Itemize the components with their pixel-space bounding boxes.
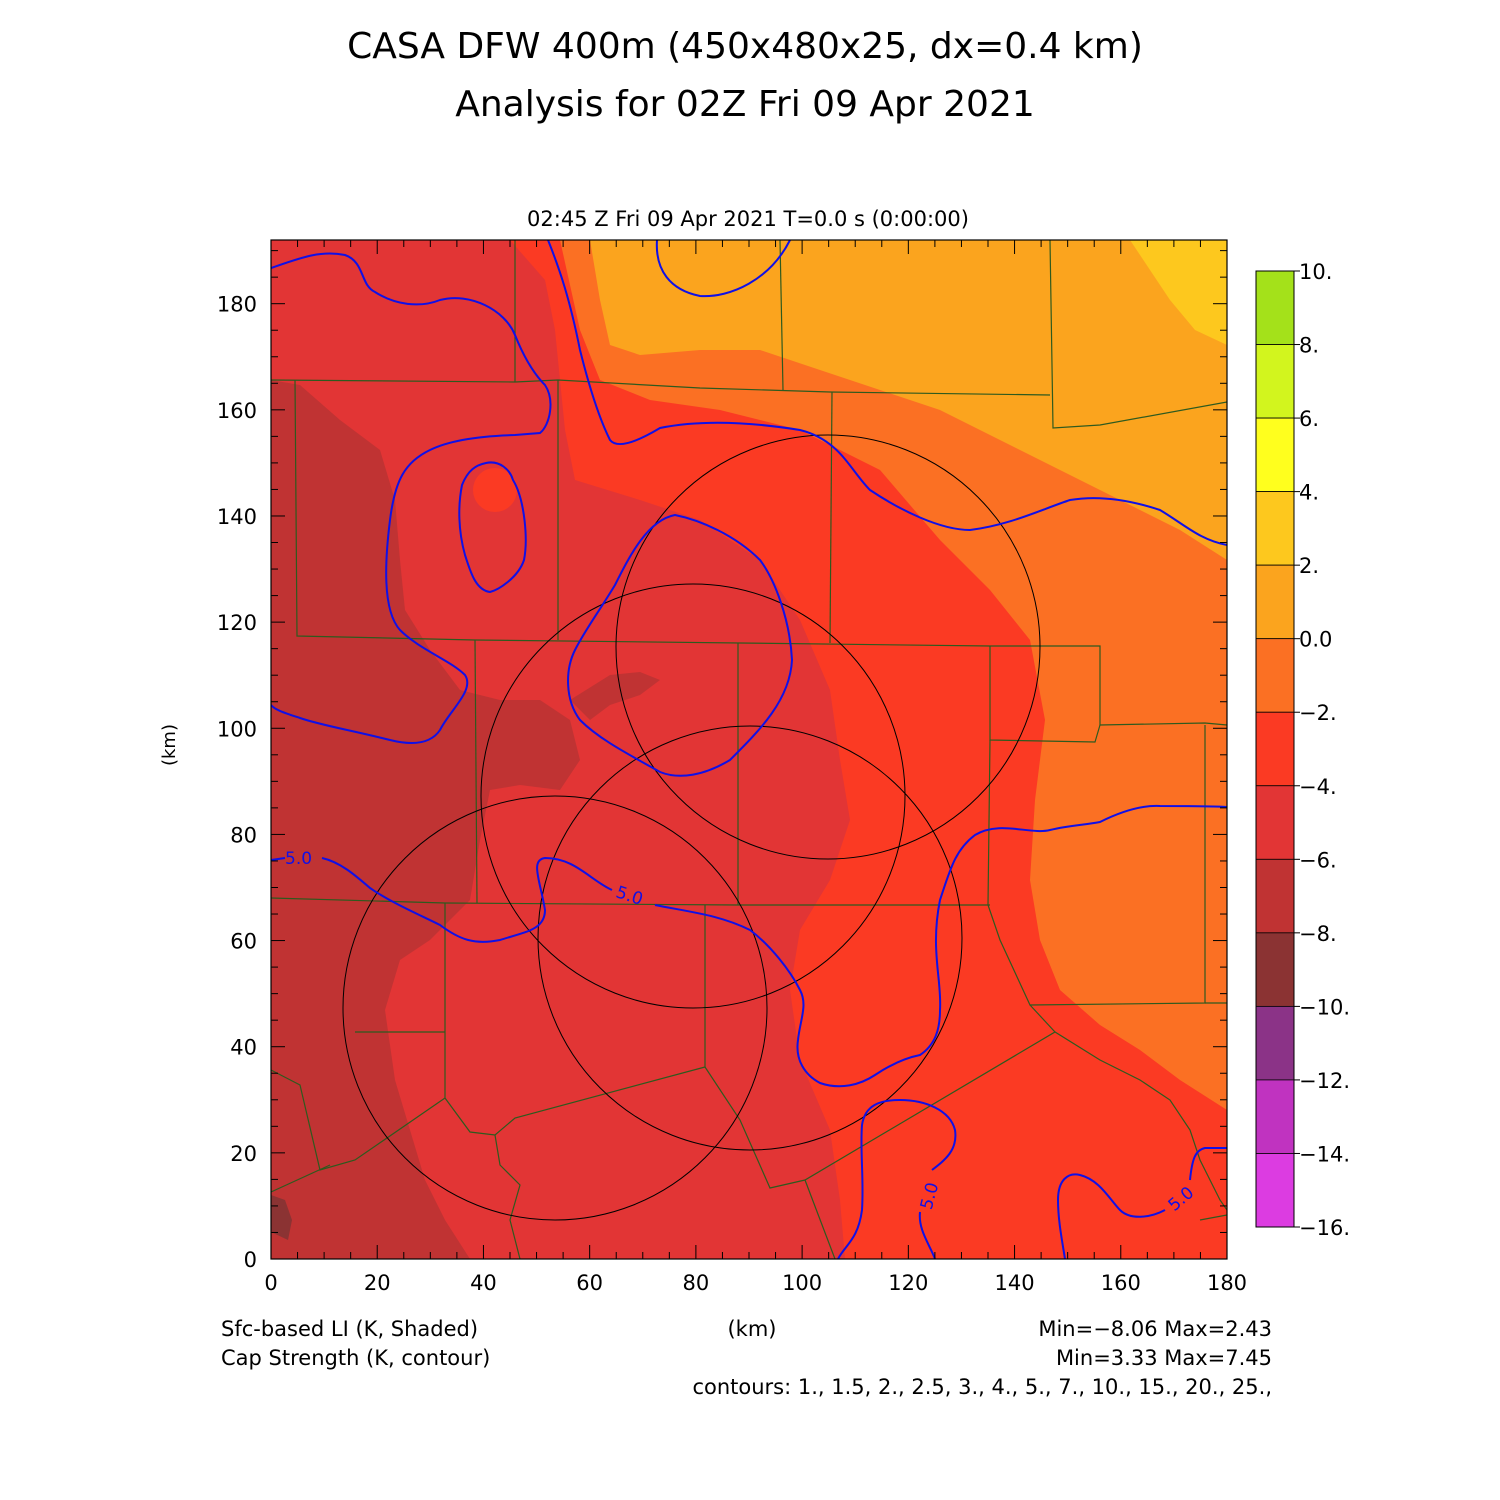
colorbar-label: −2. bbox=[1299, 701, 1337, 725]
y-tick-label: 20 bbox=[230, 1142, 257, 1166]
contour-line-4 bbox=[458, 461, 527, 594]
colorbar-bin bbox=[1255, 1079, 1295, 1154]
y-tick-label: 40 bbox=[230, 1036, 257, 1060]
colorbar-bin bbox=[1255, 491, 1295, 566]
x-tick-label: 80 bbox=[683, 1271, 710, 1295]
colorbar-bin bbox=[1255, 858, 1295, 934]
x-tick-label: 0 bbox=[264, 1271, 277, 1295]
colorbar-label: −16. bbox=[1299, 1216, 1350, 1240]
radar-range-rings bbox=[342, 434, 1041, 1221]
contour-line-8 bbox=[1056, 1147, 1227, 1259]
colorbar-bin bbox=[1255, 785, 1295, 860]
colorbar-frame bbox=[1255, 270, 1295, 1228]
county-boundaries bbox=[271, 240, 1227, 1259]
colorbar-label: −10. bbox=[1299, 995, 1350, 1019]
colorbar-bin bbox=[1255, 1153, 1295, 1228]
y-tick-label: 120 bbox=[217, 611, 257, 635]
contour-line-7 bbox=[837, 1098, 957, 1259]
colorbar-bin bbox=[1255, 564, 1295, 640]
colorbar-label: −12. bbox=[1299, 1069, 1350, 1093]
colorbar-label: 2. bbox=[1299, 554, 1319, 578]
shade-region-4-to-6 bbox=[1130, 240, 1227, 345]
contour-field-stats: Min=3.33 Max=7.45 bbox=[1056, 1346, 1272, 1370]
x-tick-label: 100 bbox=[782, 1271, 822, 1295]
shade-region-neg6-to-neg8-patch bbox=[570, 672, 660, 720]
shade-region-neg6-to-neg8 bbox=[271, 380, 580, 1259]
y-tick-label: 0 bbox=[244, 1248, 257, 1272]
figure-title-line2: Analysis for 02Z Fri 09 Apr 2021 bbox=[455, 84, 1035, 125]
colorbar-bin bbox=[1255, 1005, 1295, 1081]
x-tick-label: 160 bbox=[1101, 1271, 1141, 1295]
y-tick-label: 180 bbox=[217, 293, 257, 317]
y-tick-label: 160 bbox=[217, 399, 257, 423]
colorbar-label: 8. bbox=[1299, 334, 1319, 358]
y-tick-label: 60 bbox=[230, 930, 257, 954]
contour-line-3 bbox=[547, 240, 1227, 546]
colorbar-bin bbox=[1255, 638, 1295, 713]
colorbar-label: 10. bbox=[1299, 260, 1332, 284]
x-tick-label: 140 bbox=[995, 1271, 1035, 1295]
radar-ring-4 bbox=[342, 795, 768, 1221]
y-axis-label: (km) bbox=[159, 724, 180, 766]
cap-strength-contours bbox=[271, 240, 1227, 1259]
shaded-field-label: Sfc-based LI (K, Shaded) bbox=[221, 1317, 478, 1341]
valid-time-label: 02:45 Z Fri 09 Apr 2021 T=0.0 s (0:00:00… bbox=[527, 207, 969, 231]
contour-line-1 bbox=[655, 240, 791, 298]
figure-title-line1: CASA DFW 400m (450x480x25, dx=0.4 km) bbox=[347, 26, 1143, 67]
x-axis-tick-labels: 0 20 40 60 80 100 120 140 160 180 bbox=[264, 1271, 1247, 1295]
colorbar: 10. 8. 6. 4. 2. 0.0 −2. −4. −6. −8. −10. −12. −14. −1… bbox=[1255, 260, 1350, 1240]
shaded-field-stats: Min=−8.06 Max=2.43 bbox=[1038, 1317, 1272, 1341]
x-tick-label: 40 bbox=[470, 1271, 497, 1295]
colorbar-label: −14. bbox=[1299, 1142, 1350, 1166]
colorbar-label: −6. bbox=[1299, 848, 1337, 872]
colorbar-bin bbox=[1255, 417, 1295, 493]
colorbar-bin bbox=[1255, 711, 1295, 787]
axis-ticks bbox=[270, 240, 1228, 1260]
contour-line-6 bbox=[271, 804, 1227, 1088]
shade-region-neg4-spot bbox=[473, 468, 517, 512]
contour-levels-list: contours: 1., 1.5, 2., 2.5, 3., 4., 5., … bbox=[692, 1375, 1272, 1399]
colorbar-label: 0.0 bbox=[1299, 628, 1332, 652]
colorbar-bin bbox=[1255, 932, 1295, 1007]
colorbar-bin bbox=[1255, 270, 1295, 345]
colorbar-label: −4. bbox=[1299, 775, 1337, 799]
radar-ring-3 bbox=[537, 725, 963, 1151]
shade-region-2-to-4 bbox=[590, 240, 1227, 560]
colorbar-label: 6. bbox=[1299, 407, 1319, 431]
y-axis-tick-labels: 0 20 40 60 80 100 120 140 160 180 bbox=[217, 293, 257, 1272]
x-tick-label: 60 bbox=[576, 1271, 603, 1295]
contour-line-2 bbox=[271, 252, 552, 744]
radar-ring-2 bbox=[480, 583, 906, 1009]
contour-line-5 bbox=[567, 513, 794, 777]
y-tick-label: 140 bbox=[217, 505, 257, 529]
y-tick-label: 100 bbox=[217, 717, 257, 741]
li-shaded-field bbox=[271, 240, 1227, 1259]
colorbar-label: 4. bbox=[1299, 481, 1319, 505]
x-axis-label: (km) bbox=[727, 1317, 776, 1341]
contour-label: 5.0 bbox=[285, 849, 312, 869]
contour-field-label: Cap Strength (K, contour) bbox=[221, 1346, 490, 1370]
colorbar-bin bbox=[1255, 344, 1295, 419]
y-tick-label: 80 bbox=[230, 823, 257, 847]
x-tick-label: 20 bbox=[364, 1271, 391, 1295]
radar-ring-1 bbox=[615, 434, 1041, 860]
x-tick-label: 120 bbox=[888, 1271, 928, 1295]
colorbar-label: −8. bbox=[1299, 922, 1337, 946]
x-tick-label: 180 bbox=[1207, 1271, 1247, 1295]
